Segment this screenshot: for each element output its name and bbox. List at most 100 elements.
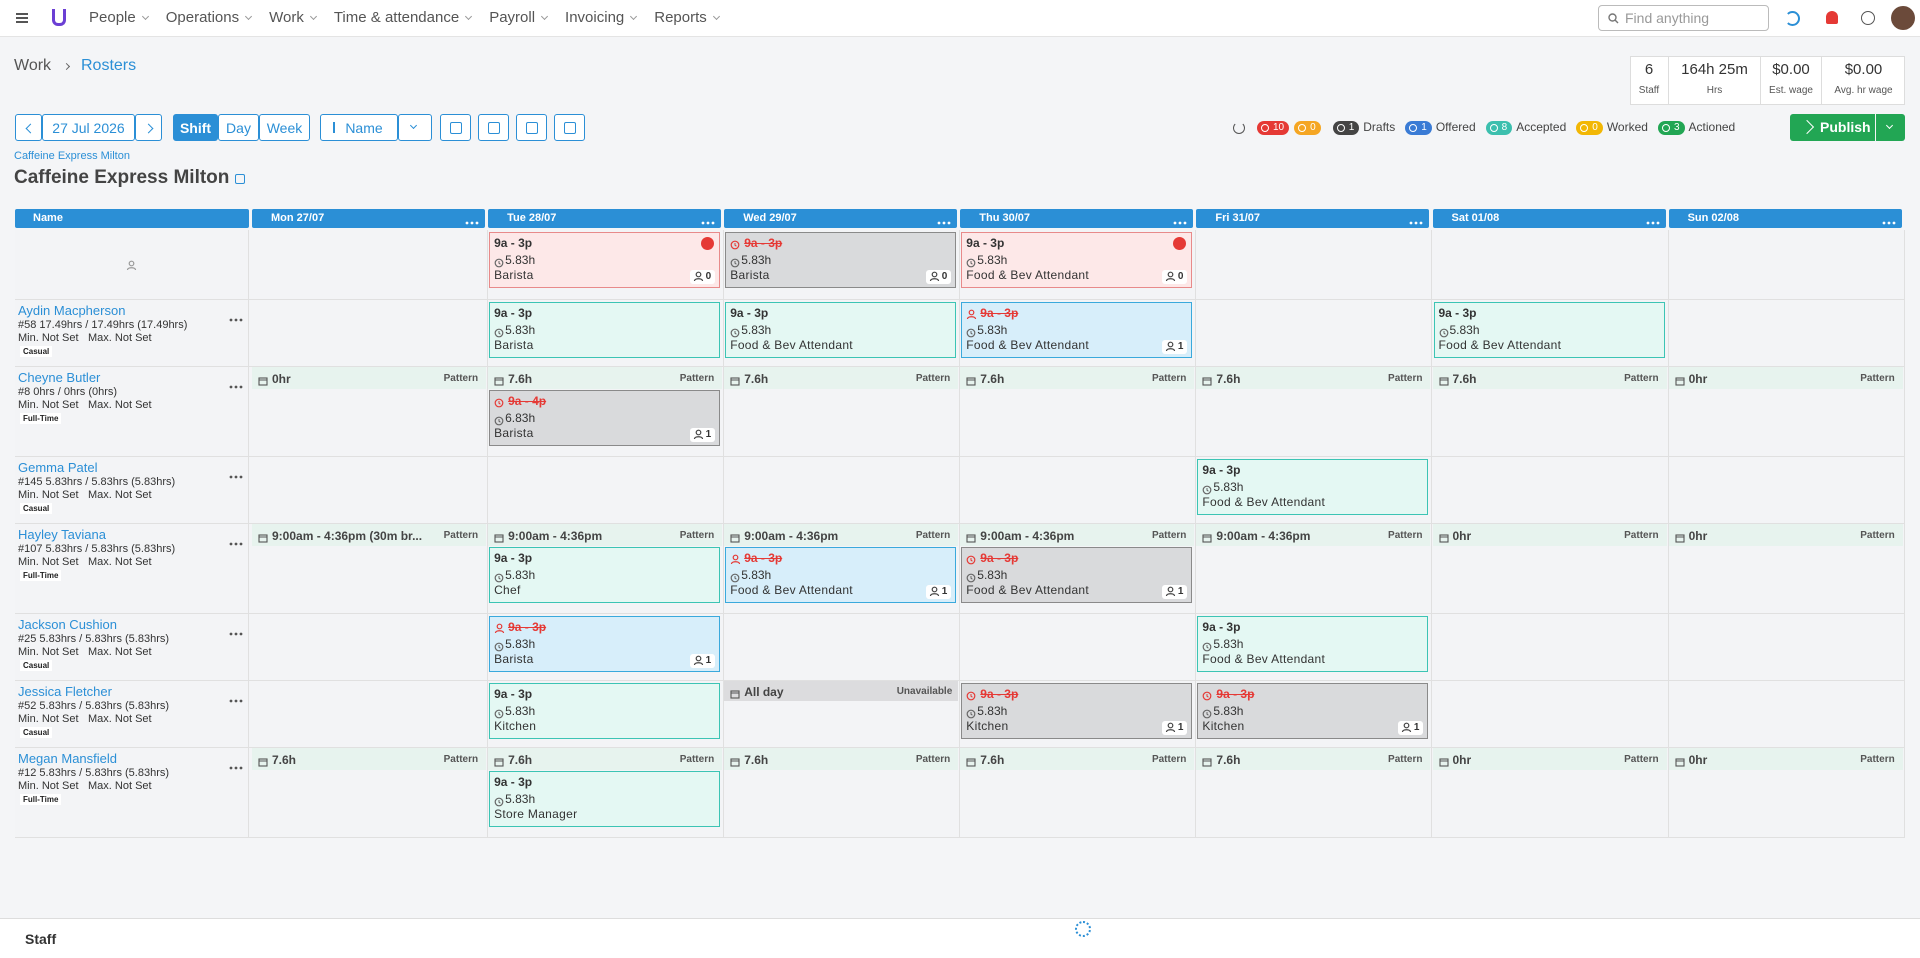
- column-menu[interactable]: [1173, 216, 1187, 228]
- shift-card[interactable]: 9a - 3p 5.83h Barista 0: [725, 232, 957, 288]
- pattern-icon: [494, 530, 504, 548]
- nav-item[interactable]: Operations: [165, 9, 240, 26]
- view-button[interactable]: Day: [218, 114, 259, 141]
- status-badge[interactable]: 1: [1405, 121, 1432, 135]
- publish-dropdown[interactable]: [1876, 114, 1905, 141]
- pattern-label: Pattern: [1151, 754, 1187, 765]
- shift-card[interactable]: 9a - 3p 5.83h Food & Bev Attendant 0: [961, 232, 1193, 288]
- avatar[interactable]: [1891, 6, 1915, 30]
- location-edit[interactable]: [235, 174, 246, 184]
- logo[interactable]: [52, 9, 66, 26]
- staff-menu[interactable]: [229, 623, 243, 641]
- nav-item[interactable]: Payroll: [489, 9, 536, 26]
- status-badge[interactable]: 3: [1657, 121, 1685, 135]
- shift-hours: 5.83h: [1213, 480, 1244, 494]
- status-badge[interactable]: 1: [1332, 121, 1360, 135]
- status-badge[interactable]: 0: [1576, 121, 1603, 135]
- location-link[interactable]: Caffeine Express Milton: [14, 150, 130, 162]
- column-menu[interactable]: [1646, 216, 1660, 228]
- warning-badge[interactable]: 0: [1294, 121, 1321, 135]
- shift-card[interactable]: 9a - 3p 5.83h Barista 0: [489, 232, 721, 288]
- shift-card[interactable]: 9a - 3p 5.83h Food & Bev Attendant: [1433, 302, 1665, 358]
- breadcrumb-item[interactable]: Work: [14, 57, 52, 74]
- day-cell: [724, 457, 961, 524]
- sync-icon[interactable]: [1785, 11, 1800, 26]
- nav-item[interactable]: Reports: [654, 9, 707, 26]
- staff-name[interactable]: Aydin Macpherson: [18, 303, 126, 318]
- sort-button[interactable]: Name: [320, 114, 398, 141]
- tool-button[interactable]: [440, 114, 471, 141]
- staff-menu[interactable]: [229, 757, 243, 775]
- shift-card[interactable]: 9a - 3p 5.83h Food & Bev Attendant: [1197, 616, 1429, 672]
- shift-card[interactable]: 9a - 3p 5.83h Kitchen 1: [1197, 683, 1429, 739]
- staff-name[interactable]: Hayley Taviana: [18, 527, 106, 542]
- add-staff-icon[interactable]: [126, 258, 137, 276]
- error-badge[interactable]: 10: [1257, 121, 1290, 135]
- shift-card[interactable]: 9a - 3p 5.83h Food & Bev Attendant 1: [725, 547, 957, 603]
- shift-card[interactable]: 9a - 4p 6.83h Barista 1: [489, 390, 721, 446]
- menu-icon[interactable]: [16, 13, 28, 23]
- next-button[interactable]: [135, 114, 162, 141]
- shift-card[interactable]: 9a - 3p 5.83h Kitchen 1: [961, 683, 1193, 739]
- tool-button[interactable]: [516, 114, 547, 141]
- staff-name[interactable]: Jackson Cushion: [18, 617, 117, 632]
- breadcrumb-item[interactable]: Rosters: [81, 57, 137, 74]
- view-button[interactable]: Shift: [173, 114, 218, 141]
- staff-name[interactable]: Cheyne Butler: [18, 370, 101, 385]
- shift-card[interactable]: 9a - 3p 5.83h Barista: [489, 302, 721, 358]
- tool-button[interactable]: [478, 114, 509, 141]
- footer-title[interactable]: Staff: [25, 931, 57, 947]
- staff-tag: Casual: [20, 727, 53, 738]
- tool-button[interactable]: [554, 114, 585, 141]
- help-icon[interactable]: [1861, 11, 1875, 25]
- staff-max: Max. Not Set: [88, 332, 152, 344]
- pattern-bar: 7.6h Pattern: [1432, 367, 1667, 389]
- staff-name[interactable]: Jessica Fletcher: [18, 684, 112, 699]
- column-menu[interactable]: [1882, 216, 1896, 228]
- column-menu[interactable]: [1409, 216, 1423, 228]
- search-box[interactable]: [1598, 5, 1769, 31]
- staff-name[interactable]: Megan Mansfield: [18, 751, 117, 766]
- status-label[interactable]: Worked: [1606, 120, 1648, 134]
- view-button[interactable]: Week: [259, 114, 310, 141]
- shift-card[interactable]: 9a - 3p 5.83h Food & Bev Attendant 1: [961, 547, 1193, 603]
- shift-card[interactable]: 9a - 3p 5.83h Food & Bev Attendant 1: [961, 302, 1193, 358]
- nav-item[interactable]: Work: [269, 9, 304, 26]
- publish-button[interactable]: Publish: [1790, 114, 1875, 141]
- shift-card[interactable]: 9a - 3p 5.83h Food & Bev Attendant: [1197, 459, 1429, 515]
- date-button[interactable]: 27 Jul 2026: [42, 114, 135, 141]
- pattern-icon: [494, 373, 504, 391]
- shift-card[interactable]: 9a - 3p 5.83h Food & Bev Attendant: [725, 302, 957, 358]
- pattern-bar: 7.6h Pattern: [724, 748, 959, 770]
- nav-item[interactable]: Time & attendance: [333, 9, 460, 26]
- shift-card[interactable]: 9a - 3p 5.83h Store Manager: [489, 771, 721, 827]
- notification-icon[interactable]: [1826, 11, 1838, 24]
- refresh-icon[interactable]: [1233, 122, 1245, 134]
- staff-min: Min. Not Set: [18, 780, 79, 792]
- column-header: Name: [15, 209, 249, 228]
- staff-info: #145 5.83hrs / 5.83hrs (5.83hrs): [18, 476, 176, 488]
- status-badge[interactable]: 8: [1485, 121, 1513, 135]
- column-menu[interactable]: [465, 216, 479, 228]
- column-menu[interactable]: [701, 216, 715, 228]
- shift-card[interactable]: 9a - 3p 5.83h Barista 1: [489, 616, 721, 672]
- status-label[interactable]: Actioned: [1688, 120, 1736, 134]
- staff-menu[interactable]: [229, 309, 243, 327]
- status-label[interactable]: Drafts: [1363, 120, 1396, 134]
- staff-name[interactable]: Gemma Patel: [18, 460, 98, 475]
- status-label[interactable]: Accepted: [1516, 120, 1567, 134]
- status-label[interactable]: Offered: [1435, 120, 1476, 134]
- hours-icon: [1439, 325, 1449, 343]
- shift-card[interactable]: 9a - 3p 5.83h Kitchen: [489, 683, 721, 739]
- prev-button[interactable]: [15, 114, 42, 141]
- column-menu[interactable]: [937, 216, 951, 228]
- staff-menu[interactable]: [229, 533, 243, 551]
- staff-menu[interactable]: [229, 690, 243, 708]
- shift-card[interactable]: 9a - 3p 5.83h Chef: [489, 547, 721, 603]
- staff-menu[interactable]: [229, 376, 243, 394]
- staff-menu[interactable]: [229, 466, 243, 484]
- sort-dropdown[interactable]: [398, 114, 432, 141]
- nav-item[interactable]: Invoicing: [565, 9, 625, 26]
- shift-time: 9a - 3p: [494, 306, 533, 320]
- nav-item[interactable]: People: [89, 9, 136, 26]
